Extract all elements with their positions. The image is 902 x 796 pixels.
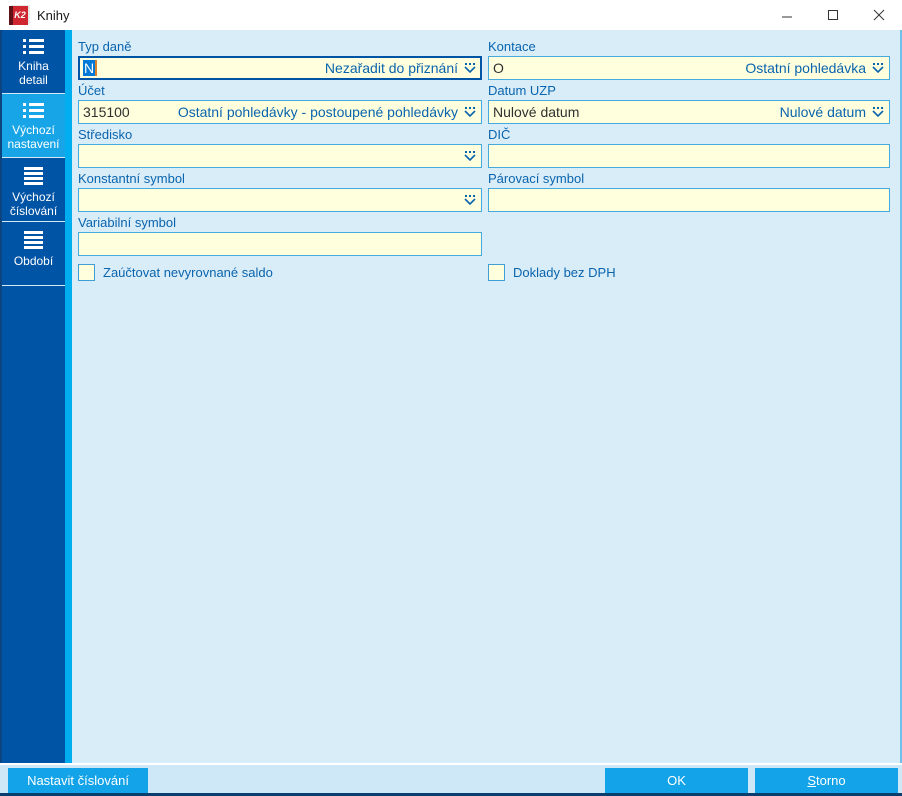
app-logo-icon: K2 (9, 5, 28, 25)
close-icon (873, 9, 885, 21)
dropdown-icon[interactable] (871, 61, 885, 75)
storno-button[interactable]: Storno (755, 768, 898, 793)
combo-datum-uzp[interactable]: Nulové datum Nulové datum (488, 100, 890, 124)
input-variabilni-symbol[interactable] (78, 232, 482, 256)
input-parovaci-symbol[interactable] (488, 188, 890, 212)
close-button[interactable] (856, 0, 902, 30)
text-caret (95, 60, 98, 76)
window-bottom-border (0, 793, 902, 796)
sidebar: Kniha detail Výchozí nastavení Výchozí č… (0, 30, 65, 763)
field-label-typ-dane: Typ daně (78, 39, 132, 54)
field-label-dic: DIČ (488, 127, 511, 142)
field-label-variabilni-symbol: Variabilní symbol (78, 215, 177, 230)
ok-button[interactable]: OK (605, 768, 748, 793)
field-value: O (493, 60, 504, 76)
combo-ucet[interactable]: 315100 Ostatní pohledávky - postoupené p… (78, 100, 482, 124)
window-title: Knihy (37, 7, 70, 23)
maximize-button[interactable] (810, 0, 856, 30)
input-dic[interactable] (488, 144, 890, 168)
field-label-datum-uzp: Datum UZP (488, 83, 556, 98)
field-label-konstantni-symbol: Konstantní symbol (78, 171, 185, 186)
minimize-icon (781, 9, 793, 21)
dropdown-icon[interactable] (871, 105, 885, 119)
dropdown-icon[interactable] (463, 193, 477, 207)
field-value: 315100 (83, 104, 130, 120)
sidebar-item-label: Výchozí nastavení (7, 123, 60, 151)
settings-form: Typ daně N Nezařadit do přiznání Kontace… (72, 30, 902, 763)
app-logo-text: K2 (14, 10, 26, 20)
field-label-kontace: Kontace (488, 39, 536, 54)
combo-konstantni-symbol[interactable] (78, 188, 482, 212)
checkbox-zauctovat-saldo[interactable] (78, 264, 95, 281)
field-label-stredisko: Středisko (78, 127, 133, 142)
combo-display-text: Nezařadit do přiznání (324, 60, 458, 76)
field-value: Nulové datum (493, 104, 580, 120)
nastavit-cislovani-button[interactable]: Nastavit číslování (8, 768, 148, 793)
menu-icon (24, 231, 43, 249)
button-label: OK (667, 773, 686, 788)
button-label: Storno (807, 773, 846, 788)
dropdown-icon[interactable] (463, 61, 477, 75)
field-label-ucet: Účet (78, 83, 105, 98)
sidebar-accent-strip (65, 30, 72, 763)
combo-stredisko[interactable] (78, 144, 482, 168)
list-detail-icon (23, 103, 44, 118)
combo-display-text: Ostatní pohledávky - postoupené pohledáv… (177, 104, 458, 120)
checkbox-label: Zaúčtovat nevyrovnané saldo (103, 265, 273, 280)
footer-bar: Nastavit číslování OK Storno (0, 763, 902, 793)
minimize-button[interactable] (764, 0, 810, 30)
button-label: Nastavit číslování (27, 773, 129, 788)
field-value-selected: N (83, 60, 96, 76)
dropdown-icon[interactable] (463, 149, 477, 163)
sidebar-item-kniha-detail[interactable]: Kniha detail (2, 30, 65, 94)
checkbox-doklady-bez-dph[interactable] (488, 264, 505, 281)
list-detail-icon (23, 39, 44, 54)
combo-kontace[interactable]: O Ostatní pohledávka (488, 56, 890, 80)
combo-display-text: Ostatní pohledávka (745, 60, 866, 76)
dropdown-icon[interactable] (463, 105, 477, 119)
sidebar-item-vychozi-nastaveni[interactable]: Výchozí nastavení (2, 94, 65, 158)
sidebar-item-label: Výchozí číslování (9, 189, 58, 218)
checkbox-label: Doklady bez DPH (513, 265, 616, 280)
sidebar-item-label: Kniha detail (18, 59, 49, 87)
sidebar-item-obdobi[interactable]: Období (2, 222, 65, 286)
maximize-icon (827, 9, 839, 21)
combo-display-text: Nulové datum (779, 104, 866, 120)
combo-typ-dane[interactable]: N Nezařadit do přiznání (78, 56, 482, 80)
menu-icon (24, 167, 43, 185)
field-label-parovaci-symbol: Párovací symbol (488, 171, 585, 186)
sidebar-item-label: Období (13, 253, 54, 268)
window-controls (764, 0, 902, 30)
sidebar-item-vychozi-cislovani[interactable]: Výchozí číslování (2, 158, 65, 222)
titlebar: K2 Knihy (0, 0, 902, 30)
